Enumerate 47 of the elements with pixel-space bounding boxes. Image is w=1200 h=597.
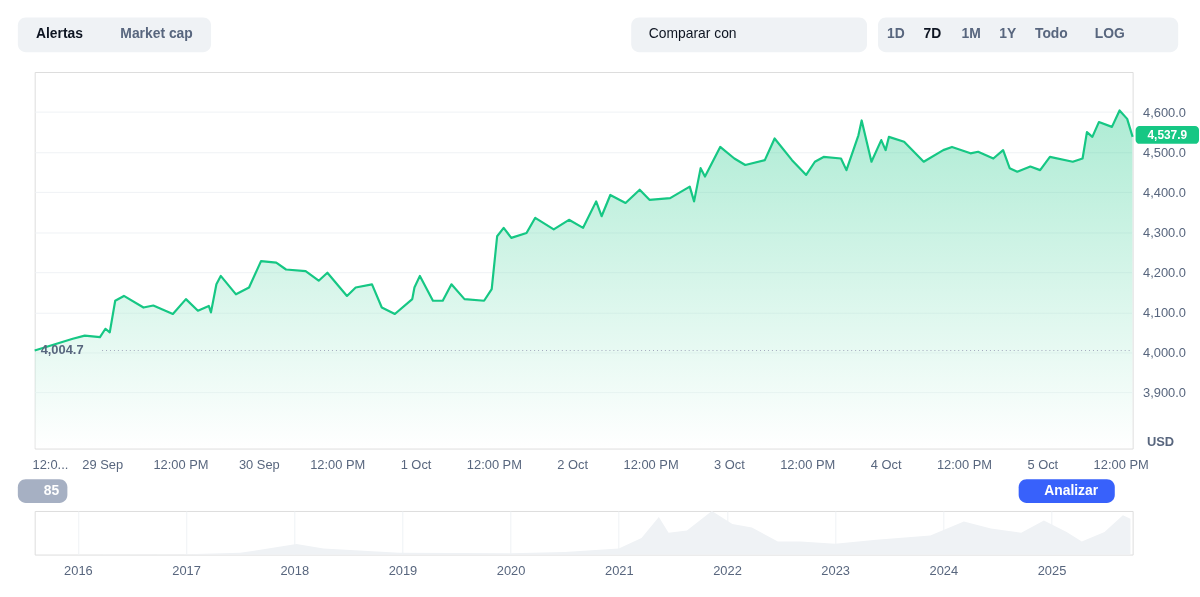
x-tick-label: 2024 bbox=[929, 562, 959, 578]
x-tick-label: 12:00 PM bbox=[310, 456, 366, 472]
y-tick-label: 4,500.0 bbox=[1143, 144, 1186, 160]
x-tick-label: 1 Oct bbox=[400, 456, 432, 472]
x-tick-label: 2017 bbox=[172, 562, 201, 578]
text: Analizar bbox=[1044, 482, 1099, 499]
x-tick-label: 2021 bbox=[604, 562, 634, 578]
x-tick-label: 2 Oct bbox=[557, 456, 589, 472]
x-tick-label: 12:00 PM bbox=[936, 456, 993, 472]
x-tick-label: 30 Sep bbox=[238, 456, 280, 472]
text: 85 bbox=[43, 482, 60, 499]
x-tick-label: 2023 bbox=[821, 562, 850, 578]
text: Todo bbox=[1034, 25, 1068, 42]
text: 1M bbox=[961, 25, 981, 42]
text: Market cap bbox=[120, 25, 193, 42]
y-tick-label: 3,900.0 bbox=[1143, 384, 1186, 400]
x-tick-label: 12:0... bbox=[32, 456, 69, 472]
x-tick-label: 2022 bbox=[713, 562, 742, 578]
x-tick-label: 12:00 PM bbox=[153, 456, 209, 472]
text: Alertas bbox=[35, 25, 84, 42]
text: Comparar con bbox=[648, 25, 737, 42]
x-tick-label: 29 Sep bbox=[82, 456, 124, 472]
text: LOG bbox=[1094, 25, 1125, 42]
x-tick-label: 2018 bbox=[280, 562, 310, 578]
y-tick-label: 4,000.0 bbox=[1143, 344, 1186, 360]
annotation: 4,537.9 bbox=[1147, 127, 1188, 142]
y-axis-title: USD bbox=[1146, 434, 1175, 450]
y-tick-label: 4,400.0 bbox=[1143, 184, 1186, 200]
x-tick-label: 12:00 PM bbox=[623, 456, 679, 472]
x-tick-label: 12:00 PM bbox=[780, 456, 836, 472]
text: 7D bbox=[923, 25, 942, 42]
x-tick-label: 12:00 PM bbox=[466, 456, 522, 472]
x-tick-label: 2019 bbox=[388, 562, 418, 578]
ref-line-label: 4,004.7 bbox=[40, 342, 84, 358]
text: 1D bbox=[886, 25, 905, 42]
x-tick-label: 4 Oct bbox=[870, 456, 902, 472]
x-tick-label: 5 Oct bbox=[1027, 456, 1059, 472]
x-tick-label: 2016 bbox=[64, 562, 93, 578]
y-tick-label: 4,300.0 bbox=[1143, 224, 1186, 240]
x-tick-label: 3 Oct bbox=[714, 456, 746, 472]
y-tick-label: 4,600.0 bbox=[1143, 104, 1186, 120]
y-tick-label: 4,100.0 bbox=[1143, 304, 1186, 320]
x-tick-label: 2025 bbox=[1037, 562, 1067, 578]
x-tick-label: 12:00 PM bbox=[1093, 456, 1149, 472]
text: 1Y bbox=[999, 25, 1017, 42]
x-tick-label: 2020 bbox=[496, 562, 526, 578]
y-tick-label: 4,200.0 bbox=[1143, 264, 1186, 280]
